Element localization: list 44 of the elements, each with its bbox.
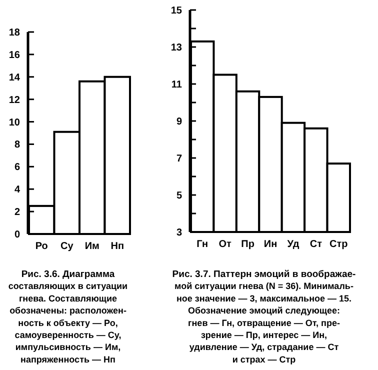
- y-tick-label: 2: [14, 207, 20, 218]
- x-tick-label: Ст: [310, 239, 322, 250]
- text: ность к объекту — Ро,: [18, 318, 118, 328]
- x-tick-label: Им: [84, 241, 100, 252]
- x-tick-label: Стр: [330, 239, 348, 250]
- y-tick-label: 6: [14, 162, 20, 174]
- text: Рис. 3.6. Диаграмма: [21, 269, 116, 280]
- text: Обозначение эмоций следующее:: [188, 306, 340, 316]
- text: импульсивность — Им,: [15, 342, 121, 352]
- y-tick-label: 13: [170, 42, 182, 54]
- x-tick-label: Ро: [35, 241, 48, 252]
- y-tick-label: 0: [14, 230, 20, 240]
- y-tick-label: 14: [8, 72, 20, 84]
- y-tick-label: 11: [171, 80, 182, 90]
- y-tick-label: 12: [8, 94, 20, 106]
- y-tick-label: 16: [8, 50, 20, 61]
- text: мой ситуации гнева (N = 36). Минималь-: [174, 281, 354, 292]
- y-tick-label: 3: [176, 228, 182, 238]
- x-tick-label: Ин: [264, 239, 278, 250]
- y-tick-label: 10: [8, 117, 20, 128]
- y-tick-label: 5: [176, 190, 182, 202]
- x-tick-label: Уд: [287, 239, 300, 250]
- text: обозначены: расположен-: [10, 306, 126, 316]
- text: ное значение — 3, максимальное — 15.: [176, 293, 352, 304]
- x-tick-label: От: [218, 239, 232, 250]
- text: гнев — Гн, отвращение — От, пре-: [188, 318, 340, 328]
- x-tick-label: Пр: [241, 239, 254, 250]
- y-tick-label: 7: [176, 154, 182, 164]
- x-tick-label: Су: [60, 241, 74, 252]
- y-tick-label: 18: [8, 28, 20, 38]
- x-tick-label: Нп: [110, 241, 124, 252]
- text: самоуверенность — Су,: [14, 330, 122, 340]
- x-tick-label: Гн: [196, 239, 208, 250]
- text: гнева. Составляющие: [18, 293, 118, 304]
- text: зрение — Пр, интерес — Ин,: [200, 330, 328, 340]
- y-tick-label: 9: [176, 116, 182, 128]
- text: удивление — Уд, страдание — Ст: [189, 342, 340, 352]
- y-tick-label: 15: [170, 6, 182, 16]
- text: напряженность — Нп: [20, 354, 116, 364]
- text: Рис. 3.7. Паттерн эмоций в воображае-: [172, 269, 356, 280]
- y-tick-label: 8: [14, 140, 20, 151]
- y-tick-label: 4: [14, 184, 20, 196]
- text: составляющих в ситуации: [8, 281, 128, 292]
- text: и страх — Стр: [232, 354, 296, 364]
